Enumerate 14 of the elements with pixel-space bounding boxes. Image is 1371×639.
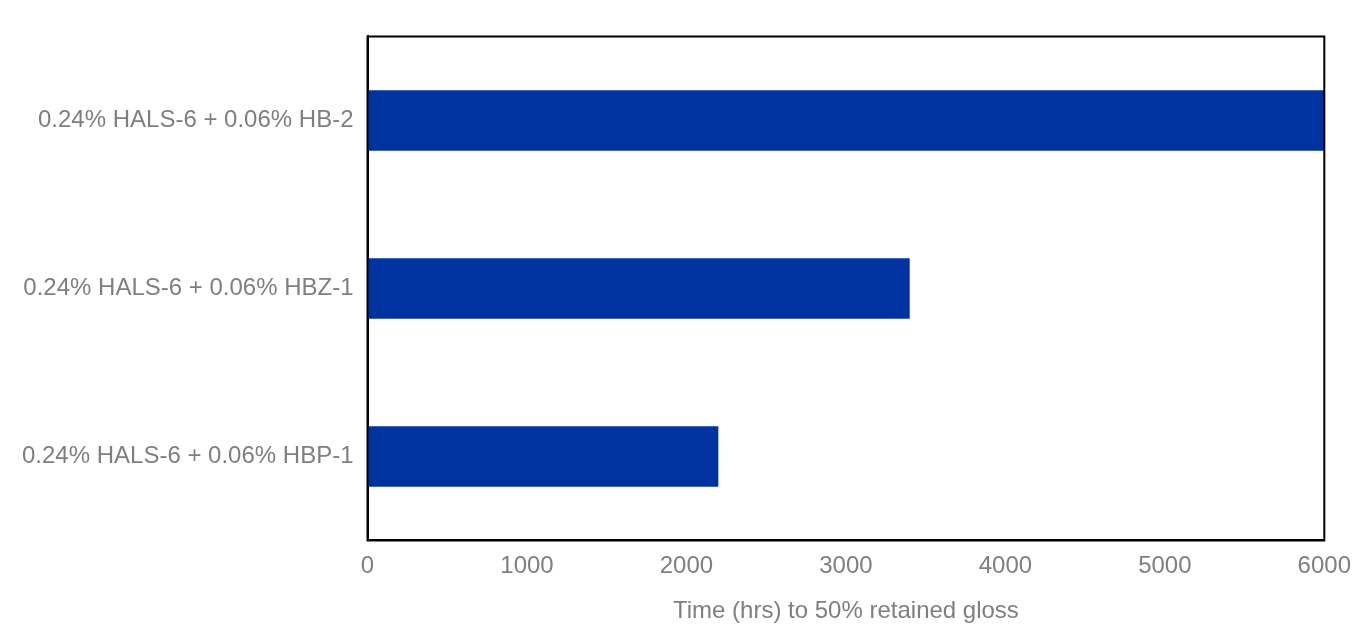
y-tick-label: 0.24% HALS-6 + 0.06% HBP-1 <box>22 441 354 469</box>
x-tick-label: 0 <box>360 551 375 579</box>
y-tick-label: 0.24% HALS-6 + 0.06% HB-2 <box>38 105 354 133</box>
x-tick-label: 3000 <box>819 551 873 579</box>
bar <box>367 426 719 487</box>
bar <box>367 90 1325 151</box>
x-tick-label: 4000 <box>978 551 1033 579</box>
x-tick-label: 6000 <box>1297 551 1351 579</box>
x-tick-label: 5000 <box>1138 551 1192 579</box>
x-tick-label: 2000 <box>659 551 714 579</box>
x-tick-label: 1000 <box>500 551 554 579</box>
y-tick-label: 0.24% HALS-6 + 0.06% HBZ-1 <box>23 273 354 301</box>
bar <box>367 258 910 319</box>
x-axis-title: Time (hrs) to 50% retained gloss <box>672 596 1019 624</box>
